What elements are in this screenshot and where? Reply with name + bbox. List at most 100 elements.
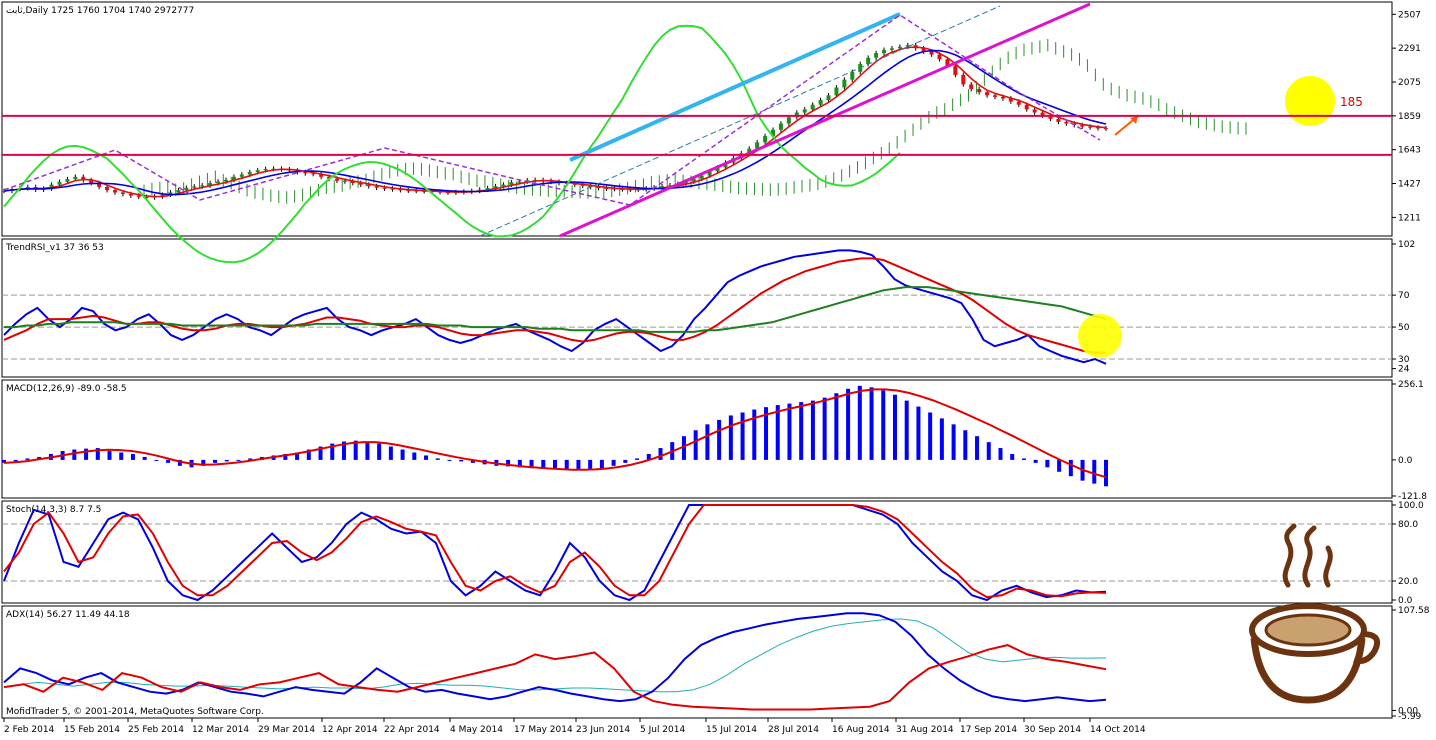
adx-lines (3, 612, 1107, 711)
candle-body (596, 186, 601, 189)
macd-bar (1033, 459, 1038, 463)
stoch-pane-title: Stoch(14,3,3) 8.7 7.5 (6, 505, 101, 515)
candle-body (810, 104, 815, 110)
rsi-levels (2, 294, 1392, 360)
x-axis-tick-label: 25 Feb 2014 (128, 725, 184, 735)
x-axis-tick-label: 16 Aug 2014 (832, 725, 890, 735)
candle-body (398, 189, 403, 191)
candle-body (255, 170, 260, 173)
candle-body (1008, 98, 1013, 102)
macd-bar (318, 446, 323, 460)
macd-bar (998, 448, 1003, 460)
macd-bar (599, 459, 604, 469)
date-x-axis: 2 Feb 2014 15 Feb 2014 25 Feb 2014 12 Mar 2… (3, 718, 1146, 735)
candle-body (691, 178, 696, 182)
candle-body (73, 176, 78, 180)
candle-body (263, 168, 268, 171)
candle-body (414, 190, 419, 192)
candle-body (1048, 115, 1053, 119)
candle-body (406, 190, 411, 192)
candle-body (176, 190, 181, 193)
macd-bar (822, 397, 827, 460)
x-axis-tick-label: 29 Mar 2014 (258, 725, 315, 735)
macd-bar (459, 459, 464, 462)
candle-body (517, 181, 522, 183)
adx-axis-tick-label: 0.00 (1398, 706, 1418, 716)
macd-bar (857, 385, 862, 460)
macd-bar (435, 458, 440, 460)
candle-body (953, 65, 958, 75)
candle-body (786, 117, 791, 124)
price-y-axis: 2507 2291 2075 1859 1643 1427 1211 (1392, 10, 1421, 223)
candle-body (747, 148, 752, 154)
x-axis-tick-label: 22 Apr 2014 (384, 725, 440, 735)
footer-copyright: MofidTrader 5, © 2001-2014, MetaQuotes S… (6, 707, 264, 717)
macd-y-axis: 256.1 0.0 -121.8 (1392, 380, 1427, 502)
macd-bar (681, 436, 686, 460)
adx-minus-di-line (3, 644, 1107, 711)
rsi-axis-tick-label: 30 (1398, 355, 1410, 365)
candle-body (57, 181, 62, 185)
macd-bar (84, 448, 89, 460)
macd-bar (892, 394, 897, 460)
macd-bar (541, 459, 546, 469)
x-axis-tick-label: 17 May 2014 (514, 725, 573, 735)
candle-body (382, 187, 387, 189)
x-axis-tick-label: 4 May 2014 (450, 725, 503, 735)
macd-bar (1021, 458, 1026, 460)
rsi-line-1 (3, 249, 1107, 365)
macd-bar (623, 459, 628, 463)
candle-body (715, 167, 720, 172)
macd-bar (611, 459, 616, 466)
target-label: 185 (1340, 95, 1363, 109)
x-axis-tick-label: 17 Sep 2014 (960, 725, 1017, 735)
candle-body (25, 186, 30, 189)
candle-body (390, 188, 395, 190)
macd-bar (740, 412, 745, 460)
stoch-pane-frame (1, 500, 1393, 604)
stoch-axis-tick-label: 20.0 (1398, 577, 1418, 587)
macd-bar (810, 400, 815, 460)
candle-body (1064, 121, 1069, 124)
stoch-y-axis: 100.0 80.0 20.0 0.0 (1392, 501, 1424, 606)
macd-bar (107, 451, 112, 460)
macd-bar (177, 459, 182, 466)
candle-body (319, 173, 324, 177)
price-axis-tick-label: 1211 (1398, 213, 1421, 223)
candle-body (1080, 125, 1085, 127)
candle-body (89, 180, 94, 184)
up-arrow-head (1130, 116, 1138, 124)
macd-bar (1057, 459, 1062, 472)
macd-bar (201, 459, 206, 466)
candle-body (778, 123, 783, 130)
candle-body (882, 49, 887, 54)
macd-pane-frame (1, 379, 1393, 499)
candle-body (921, 48, 926, 52)
rsi-axis-tick-label: 70 (1398, 291, 1410, 301)
macd-bar (388, 446, 393, 460)
macd-bar (986, 442, 991, 460)
macd-axis-tick-label: 0.0 (1398, 456, 1413, 466)
candle-body (200, 185, 205, 187)
candle-body (477, 189, 482, 191)
channel-lower-line (559, 2, 1091, 238)
ichimoku-cloud (143, 38, 1247, 204)
candle-body (271, 168, 276, 170)
candle-body (1104, 128, 1108, 130)
macd-bar (2, 459, 6, 463)
candle-body (969, 84, 974, 90)
macd-bar (166, 459, 171, 463)
x-axis-tick-label: 23 Jun 2014 (576, 725, 630, 735)
macd-axis-tick-label: -121.8 (1398, 492, 1427, 502)
rsi-axis-tick-label: 50 (1398, 323, 1410, 333)
price-axis-tick-label: 1859 (1398, 112, 1421, 122)
candle-body (97, 183, 102, 187)
price-axis-tick-label: 2507 (1398, 10, 1421, 20)
adx-pane-frame (1, 605, 1393, 719)
macd-bar (588, 459, 593, 470)
candle-body (445, 192, 450, 194)
macd-bar (1045, 459, 1050, 468)
price-pane-title: ثابت,Daily 1725 1760 1704 1740 2972777 (6, 6, 194, 16)
candle-body (834, 87, 839, 96)
